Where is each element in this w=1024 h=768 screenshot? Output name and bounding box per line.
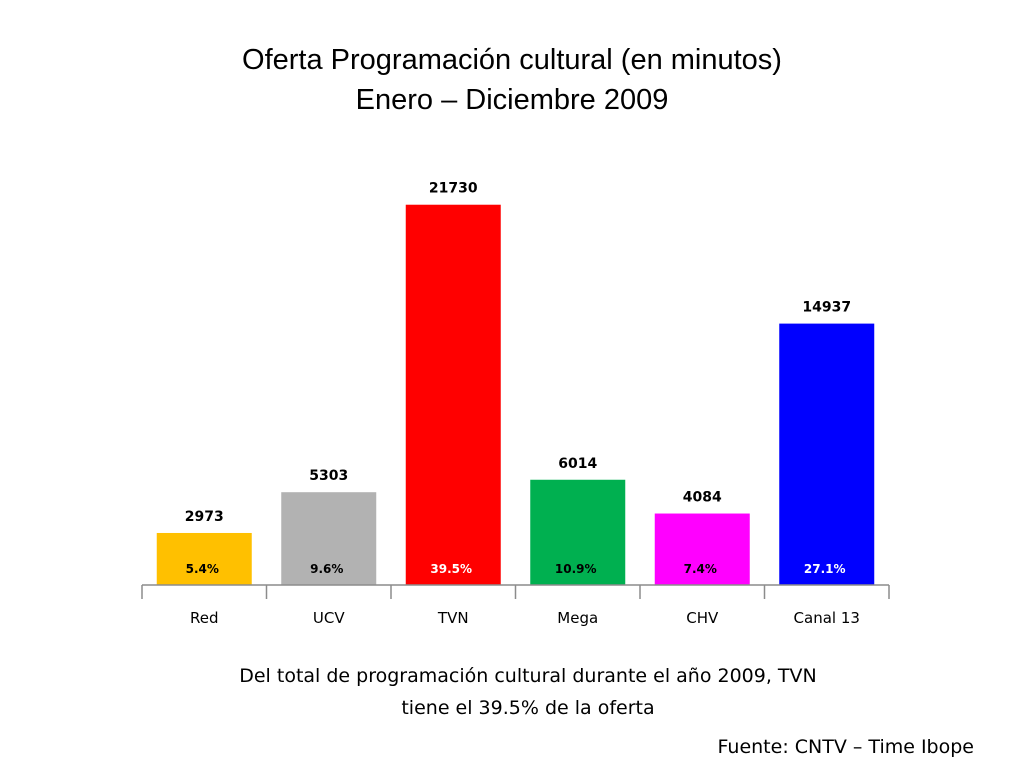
bars-layer <box>156 204 875 585</box>
labels-layer: 2973 5.4% Red 5303 9.6% UCV 21730 39.5% TVN 6014 1… <box>185 181 860 627</box>
bar-tvn <box>405 204 501 585</box>
x-axis <box>141 584 890 599</box>
percent-label: 27.1% <box>804 562 846 576</box>
value-label: 4084 <box>683 490 722 506</box>
chart-title-line-2: Enero – Diciembre 2009 <box>355 84 669 116</box>
bar-red <box>156 532 252 585</box>
value-label: 2973 <box>185 509 224 525</box>
bar-ucv <box>281 492 377 585</box>
bar-mega <box>530 479 626 585</box>
percent-label: 9.6% <box>310 562 343 576</box>
value-label: 5303 <box>309 468 348 484</box>
category-tick-label: TVN <box>437 609 469 627</box>
caption-line-1: Del total de programación cultural duran… <box>239 665 817 687</box>
value-label: 14937 <box>802 300 851 316</box>
bar-chv <box>654 513 750 585</box>
category-tick-label: UCV <box>313 609 345 627</box>
percent-label: 39.5% <box>430 562 472 576</box>
category-tick-label: Mega <box>557 609 598 627</box>
category-tick-label: Canal 13 <box>794 609 860 627</box>
value-label: 21730 <box>429 181 478 197</box>
percent-label: 10.9% <box>555 562 597 576</box>
category-tick-label: CHV <box>686 609 719 627</box>
bar-canal-13 <box>779 323 875 585</box>
source-note: Fuente: CNTV – Time Ibope <box>717 736 974 758</box>
percent-label: 5.4% <box>186 562 219 576</box>
percent-label: 7.4% <box>684 562 717 576</box>
caption-line-2: tiene el 39.5% de la oferta <box>401 697 655 719</box>
chart-title-line-1: Oferta Programación cultural (en minutos… <box>242 44 782 76</box>
category-tick-label: Red <box>190 609 219 627</box>
value-label: 6014 <box>558 456 597 472</box>
